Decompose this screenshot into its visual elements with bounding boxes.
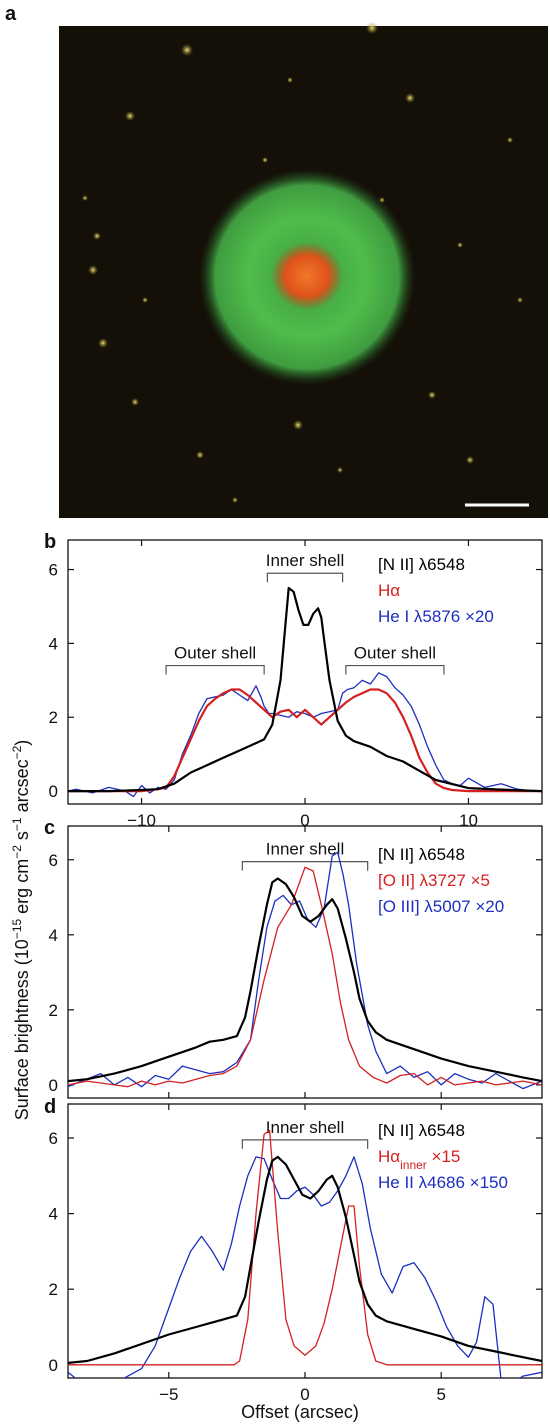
series-line [68, 672, 542, 798]
star [287, 77, 293, 83]
x-tick-label: −5 [159, 1385, 178, 1404]
x-tick-label: 0 [300, 1385, 309, 1404]
y-tick-label: 2 [49, 708, 58, 727]
star [466, 456, 474, 464]
shell-bracket [165, 664, 265, 675]
star [125, 111, 135, 121]
legend-entry: He I λ5876 ×20 [378, 607, 494, 626]
star [366, 22, 378, 34]
shell-bracket [345, 664, 445, 675]
legend-entry: [N II] λ6548 [378, 845, 465, 864]
shell-bracket [241, 861, 369, 871]
y-tick-label: 6 [49, 851, 58, 870]
legend-entry: [O III] λ5007 ×20 [378, 897, 504, 916]
x-axis-label: Offset (arcsec) [241, 1402, 359, 1422]
y-tick-label: 4 [49, 926, 58, 945]
legend-entry: Hαinner ×15 [378, 1147, 460, 1172]
y-tick-label: 6 [49, 561, 58, 580]
series-line [68, 877, 542, 1083]
legend-entry: He II λ4686 ×150 [378, 1173, 508, 1192]
star [232, 497, 238, 503]
panel-c-chart: c 0 2 4 6 Inner shell [N II] λ6548 [O II] λ3727… [44, 817, 543, 1099]
x-tick-label: 10 [459, 811, 478, 830]
star [88, 265, 98, 275]
star [142, 297, 148, 303]
legend-entry: [N II] λ6548 [378, 1121, 465, 1140]
y-tick-label: 0 [49, 782, 58, 801]
x-tick-label: −10 [127, 811, 156, 830]
star [131, 398, 139, 406]
field-stars [82, 22, 523, 503]
y-tick-label: 6 [49, 1129, 58, 1148]
series-line [68, 1156, 542, 1378]
y-tick-label: 2 [49, 1280, 58, 1299]
star [507, 137, 513, 143]
star [517, 297, 523, 303]
x-tick-label: 0 [300, 811, 309, 830]
shell-annotation: Outer shell [354, 644, 436, 663]
scale-bar-label: 5" [489, 481, 505, 500]
y-tick-label: 4 [49, 634, 58, 653]
panel-a-label: a [5, 3, 17, 25]
shell-bracket [241, 1139, 369, 1149]
star [337, 467, 343, 473]
legend-entry: [O II] λ3727 ×5 [378, 871, 490, 890]
y-tick-label: 0 [49, 1076, 58, 1095]
star [93, 232, 101, 240]
star [428, 391, 436, 399]
series-line [68, 688, 542, 793]
panel-d-label: d [44, 1096, 56, 1118]
star [196, 451, 204, 459]
star [181, 44, 193, 56]
legend-entry: Hα [378, 581, 400, 600]
star [82, 195, 88, 201]
y-tick-label: 0 [49, 1356, 58, 1375]
legend-entry: [N II] λ6548 [378, 555, 465, 574]
series-line [68, 866, 542, 1088]
shell-annotation: Outer shell [174, 644, 256, 663]
star [457, 242, 463, 248]
series-line [68, 1155, 542, 1364]
star [262, 157, 268, 163]
plot-frame [67, 539, 543, 805]
nebula-image: 5" [59, 22, 548, 518]
panel-d-chart: d 0 2 4 6 −5 0 5 Inner shell [N II] λ6548 Hαinner … [44, 1096, 543, 1404]
y-tick-label: 4 [49, 1205, 58, 1224]
star [405, 93, 415, 103]
panel-b-chart: b 0 2 4 6 −10 0 10 Inner shell Outer shell Outer s… [44, 531, 543, 830]
star [293, 420, 303, 430]
shell-annotation: Inner shell [266, 551, 344, 570]
panel-b-label: b [44, 531, 56, 553]
panel-c-label: c [44, 817, 55, 839]
shell-annotation: Inner shell [266, 840, 344, 859]
shell-bracket [266, 572, 344, 583]
inner-shell-emission [271, 242, 343, 310]
series-line [68, 851, 542, 1090]
series-line [68, 586, 542, 793]
shell-annotation: Inner shell [266, 1118, 344, 1137]
plot-frame [67, 1103, 543, 1379]
y-axis-label: Surface brightness (10−15 erg cm−2 s−1 a… [10, 740, 32, 1121]
x-tick-label: 5 [436, 1385, 445, 1404]
series-line [68, 1129, 542, 1366]
star [98, 338, 108, 348]
y-tick-label: 2 [49, 1001, 58, 1020]
